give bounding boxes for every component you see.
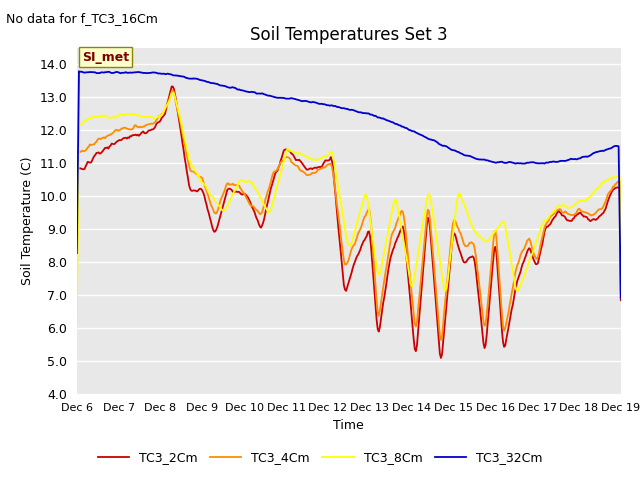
TC3_32Cm — [617, 295, 625, 300]
TC3_32Cm — [75, 68, 83, 74]
TC3_4Cm — [169, 87, 177, 93]
Line: TC3_2Cm: TC3_2Cm — [77, 86, 621, 358]
TC3_2Cm — [398, 225, 406, 230]
TC3_8Cm — [617, 262, 625, 267]
TC3_8Cm — [73, 323, 81, 329]
TC3_8Cm — [332, 172, 340, 178]
Text: No data for f_TC3_16Cm: No data for f_TC3_16Cm — [6, 12, 158, 25]
Title: Soil Temperatures Set 3: Soil Temperatures Set 3 — [250, 25, 447, 44]
TC3_8Cm — [336, 192, 344, 198]
TC3_32Cm — [336, 105, 344, 110]
TC3_4Cm — [332, 196, 340, 202]
TC3_2Cm — [336, 236, 344, 242]
TC3_32Cm — [369, 112, 376, 118]
TC3_2Cm — [332, 201, 340, 207]
Legend: TC3_2Cm, TC3_4Cm, TC3_8Cm, TC3_32Cm: TC3_2Cm, TC3_4Cm, TC3_8Cm, TC3_32Cm — [93, 446, 547, 469]
TC3_32Cm — [605, 146, 612, 152]
TC3_2Cm — [73, 285, 81, 291]
TC3_8Cm — [169, 89, 177, 95]
TC3_2Cm — [521, 255, 529, 261]
TC3_32Cm — [398, 124, 406, 130]
TC3_4Cm — [369, 237, 376, 243]
Line: TC3_8Cm: TC3_8Cm — [77, 92, 621, 326]
TC3_4Cm — [73, 274, 81, 279]
X-axis label: Time: Time — [333, 419, 364, 432]
TC3_4Cm — [606, 189, 614, 194]
TC3_2Cm — [606, 193, 614, 199]
TC3_32Cm — [332, 104, 340, 109]
TC3_32Cm — [73, 250, 81, 256]
TC3_2Cm — [169, 84, 177, 89]
TC3_32Cm — [520, 161, 527, 167]
TC3_4Cm — [617, 293, 625, 299]
TC3_2Cm — [617, 297, 625, 303]
TC3_4Cm — [336, 221, 344, 227]
TC3_4Cm — [437, 337, 445, 343]
TC3_8Cm — [605, 176, 612, 182]
Line: TC3_32Cm: TC3_32Cm — [77, 71, 621, 298]
TC3_8Cm — [369, 231, 376, 237]
Text: SI_met: SI_met — [82, 50, 129, 63]
TC3_2Cm — [437, 355, 445, 361]
TC3_4Cm — [521, 244, 529, 250]
Y-axis label: Soil Temperature (C): Soil Temperature (C) — [20, 156, 34, 285]
TC3_4Cm — [398, 208, 406, 214]
TC3_8Cm — [520, 274, 527, 280]
TC3_8Cm — [398, 227, 406, 233]
TC3_2Cm — [369, 260, 376, 265]
Line: TC3_4Cm: TC3_4Cm — [77, 90, 621, 340]
